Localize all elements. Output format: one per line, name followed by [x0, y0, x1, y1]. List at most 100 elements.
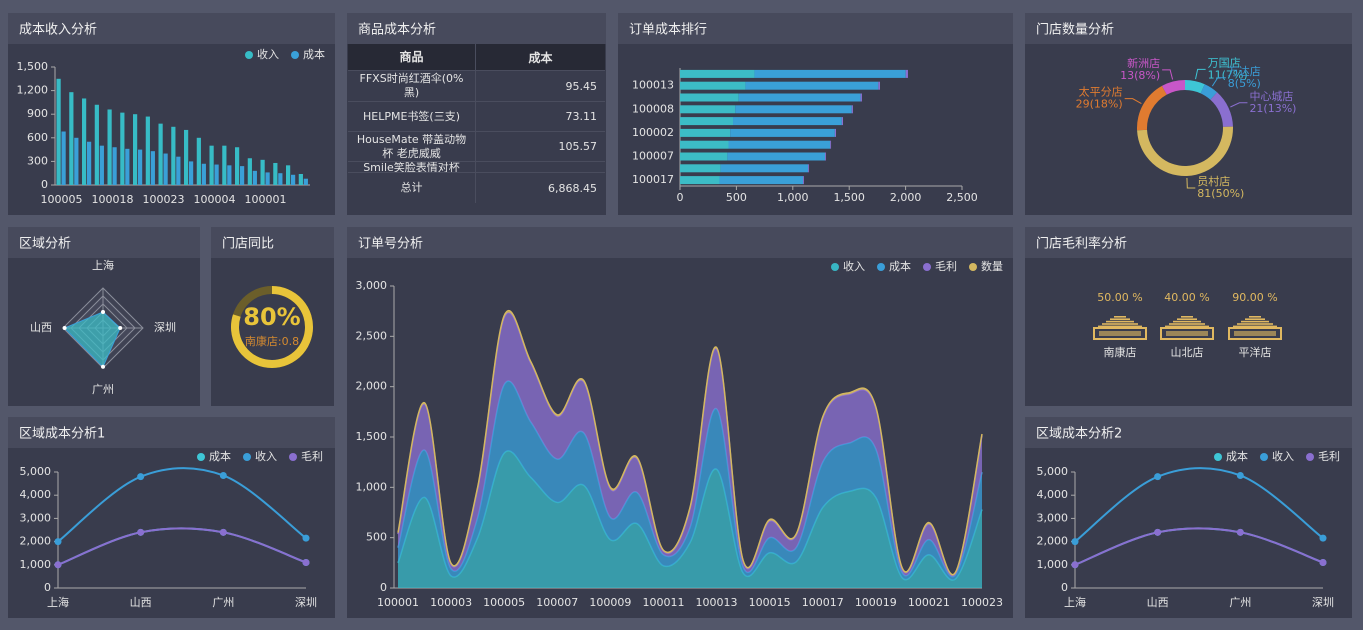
panel-header — [1025, 227, 1352, 258]
y-tick-label: 3,000 — [20, 511, 52, 524]
y-tick-label: 5,000 — [1037, 465, 1069, 478]
bar — [273, 162, 278, 185]
panel-header — [347, 227, 1013, 258]
panel — [8, 417, 335, 618]
y-tick-label: 3,000 — [356, 279, 388, 292]
line-point — [54, 538, 62, 546]
gauge-detail: 南康店:0.8 — [245, 334, 299, 348]
bar-segment — [680, 117, 734, 126]
table-row: Smile笑脸表情对杯 — [348, 162, 605, 173]
panel-header — [8, 13, 335, 44]
x-tick-label: 100018 — [92, 193, 134, 206]
donut-slice — [1200, 84, 1218, 100]
y-tick-label: 5,000 — [20, 465, 52, 478]
legend-label: 毛利 — [935, 260, 957, 273]
x-tick-label: 100021 — [908, 596, 950, 609]
y-tick-label: 0 — [380, 581, 387, 594]
store-name: 南康店 — [1104, 345, 1137, 359]
y-tick-label: 1,500 — [17, 60, 49, 73]
x-tick-label: 100001 — [377, 596, 419, 609]
bar-segment — [851, 105, 853, 114]
bar — [158, 123, 163, 185]
icon-part — [1237, 323, 1273, 325]
gauge-arc — [231, 286, 313, 368]
bar — [303, 178, 308, 185]
line-point — [1154, 473, 1162, 481]
bar — [286, 165, 291, 185]
x-tick-label: 100005 — [483, 596, 525, 609]
y-tick-label: 100007 — [632, 150, 674, 163]
icon-part — [1249, 316, 1261, 318]
y-tick-label: 1,000 — [356, 480, 388, 493]
x-tick-label: 2,500 — [946, 191, 978, 204]
bar — [74, 137, 79, 185]
bar-segment — [680, 93, 739, 102]
table-row: HouseMate 带盖动物杯 老虎威威 105.57 — [348, 132, 605, 162]
legend-swatch — [969, 263, 977, 271]
y-tick-label: 2,500 — [356, 329, 388, 342]
radar-label: 广州 — [92, 383, 114, 396]
bar — [150, 151, 155, 185]
x-tick-label: 广州 — [1229, 596, 1251, 609]
bar — [291, 174, 296, 185]
radar-label: 山西 — [30, 321, 52, 334]
bar-segment — [680, 140, 729, 149]
radar-point — [101, 310, 105, 314]
cell: Smile笑脸表情对杯 — [348, 162, 476, 173]
bar-segment — [680, 81, 746, 90]
cell: 95.45 — [565, 79, 598, 93]
slice-label: 中心城店 — [1249, 89, 1293, 103]
panel-title: 门店数量分析 — [1036, 23, 1114, 38]
line-point — [1236, 528, 1244, 536]
bar-segment — [808, 164, 810, 173]
legend-label: 收入 — [257, 47, 279, 61]
legend-swatch — [1306, 453, 1314, 461]
panel-title: 门店同比 — [222, 237, 274, 252]
line — [1074, 467, 1324, 543]
cell: HouseMate 带盖动物杯 老虎威威 — [348, 132, 476, 161]
bar — [214, 164, 219, 185]
slice-value: 81(50%) — [1197, 187, 1244, 200]
panel-header — [1025, 417, 1352, 448]
y-tick-label: 900 — [27, 107, 48, 120]
icon-part — [1169, 323, 1205, 325]
panel-title: 成本收入分析 — [19, 23, 97, 38]
line-point — [137, 528, 145, 536]
slice-label: 新洲店 — [1127, 56, 1160, 70]
icon-part — [1234, 331, 1276, 336]
bar — [176, 156, 181, 185]
area — [398, 381, 982, 581]
legend-swatch — [289, 453, 297, 461]
legend-swatch — [923, 263, 931, 271]
donut-slice — [1210, 92, 1233, 127]
leader-line — [1230, 102, 1248, 108]
panel-header — [347, 13, 606, 44]
bar — [145, 116, 150, 185]
icon-part — [1241, 320, 1269, 323]
cell-text: Smile笑脸表情对杯 — [363, 162, 460, 173]
x-tick-label: 100023 — [143, 193, 185, 206]
line-point — [54, 561, 62, 569]
line-point — [1071, 538, 1079, 546]
bar — [120, 112, 125, 185]
slice-label: 万达店 — [1228, 64, 1261, 78]
y-tick-label: 2,000 — [20, 535, 52, 548]
x-tick-label: 100001 — [245, 193, 287, 206]
icon-part — [1245, 318, 1265, 320]
legend-label: 成本 — [303, 47, 325, 61]
bar — [69, 92, 74, 185]
slice-label: 太平分店 — [1079, 85, 1123, 99]
value-label: 50.00 % — [1097, 291, 1142, 304]
bar — [184, 129, 189, 185]
bar-segment — [735, 105, 852, 114]
legend-label: 收入 — [843, 259, 865, 273]
y-tick-label: 2,000 — [356, 380, 388, 393]
bar — [125, 148, 130, 185]
legend-label: 成本 — [1226, 449, 1248, 463]
y-tick-label: 1,000 — [20, 558, 52, 571]
legend-label: 成本 — [209, 449, 231, 463]
bar — [227, 165, 232, 185]
table-total: 总计 6,868.45 — [348, 173, 605, 203]
store-icon — [1228, 316, 1282, 340]
legend-label: 数量 — [981, 260, 1003, 273]
